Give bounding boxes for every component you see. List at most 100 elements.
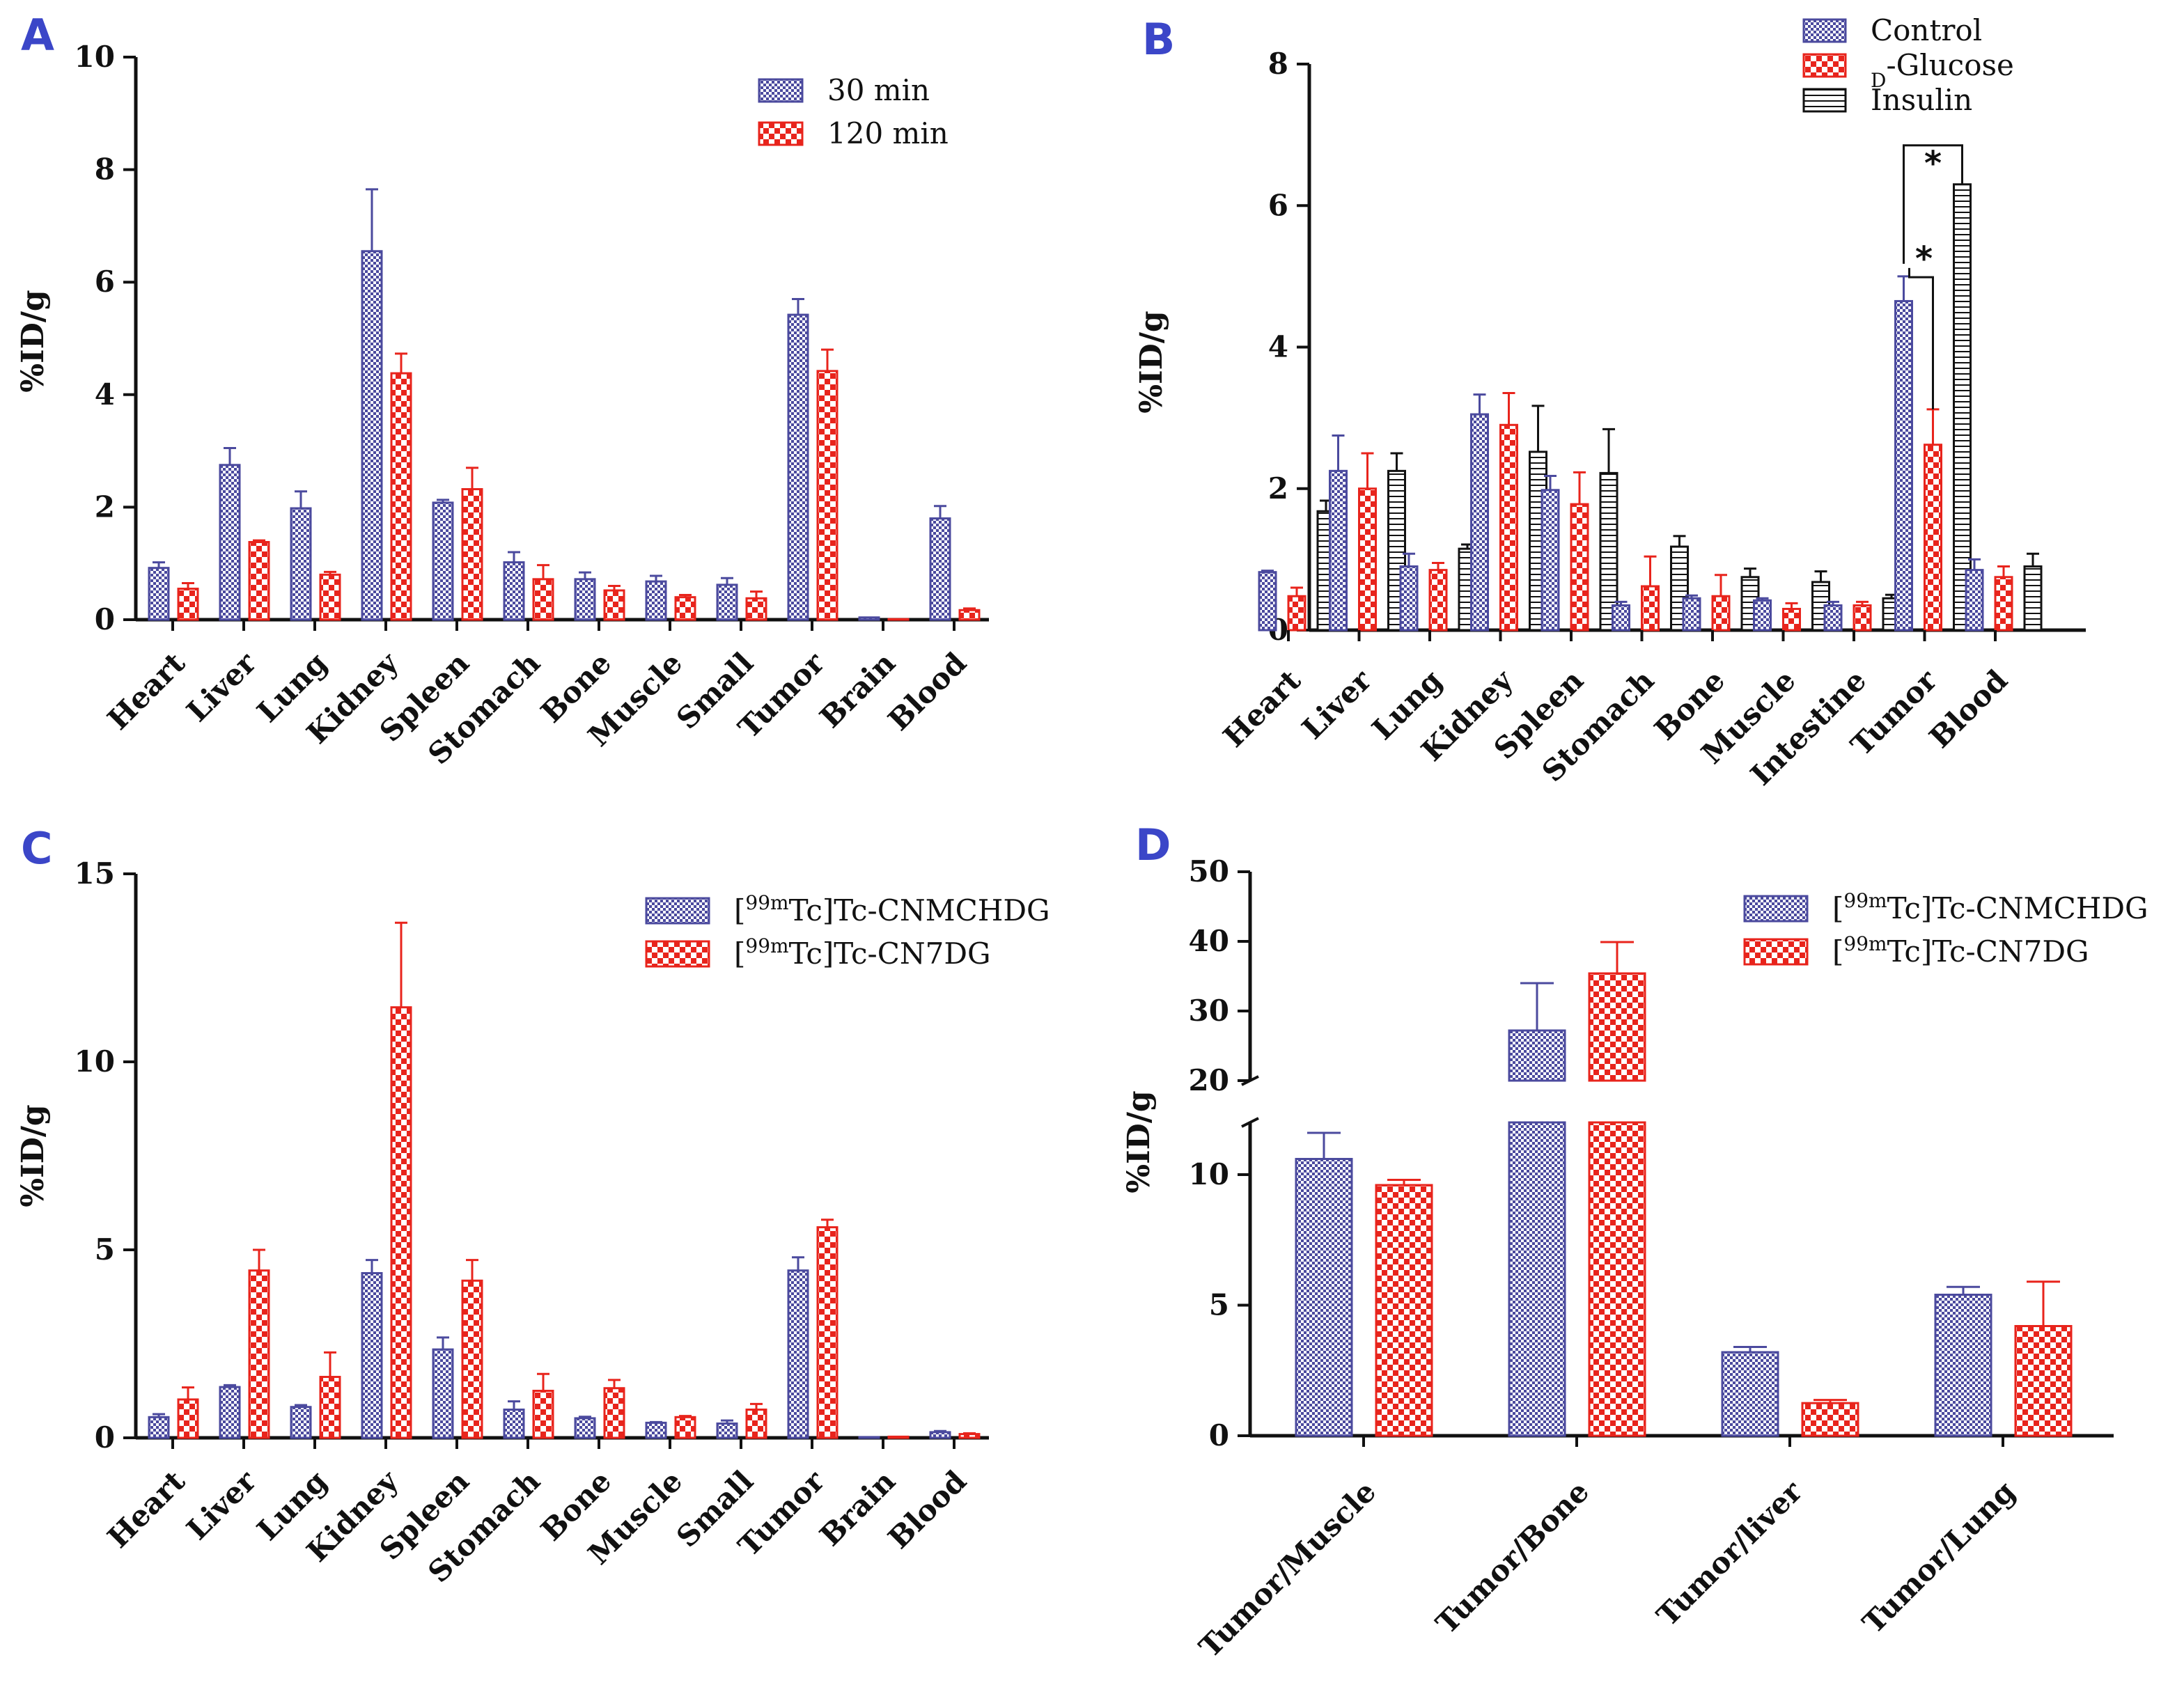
bar xyxy=(1994,576,2013,632)
bar xyxy=(858,1436,880,1439)
panel-label-a: A xyxy=(21,10,54,61)
category-label: Tumor/liver xyxy=(1650,1474,1809,1633)
bar xyxy=(319,573,341,621)
legend-label: [99mTc]Tc-CN7DG xyxy=(1832,932,2089,969)
y-tick-label: 10 xyxy=(75,40,115,74)
bar xyxy=(1358,487,1377,632)
legend-swatch xyxy=(1802,18,1847,43)
legend-label-sup: 99m xyxy=(745,891,788,914)
bar xyxy=(1470,413,1489,632)
bar xyxy=(1852,604,1872,632)
legend-label: D-Glucose xyxy=(1871,48,2014,92)
bar xyxy=(574,1417,596,1439)
charts-layer: 0246810%ID/gHeartLiverLungKidneySpleenSt… xyxy=(15,13,2148,1664)
bar xyxy=(816,1226,838,1439)
bar xyxy=(148,1416,170,1439)
legend-label: [99mTc]Tc-CNMCHDG xyxy=(734,891,1050,928)
y-axis-title: %ID/g xyxy=(15,1104,51,1207)
bar xyxy=(1588,972,1646,1082)
y-tick-label: 30 xyxy=(1189,994,1229,1028)
bar xyxy=(1329,469,1348,632)
bar xyxy=(1965,569,1984,632)
y-tick-label: 5 xyxy=(95,1232,115,1267)
bar xyxy=(716,1422,738,1439)
bar xyxy=(361,250,383,621)
y-tick-label: 0 xyxy=(95,1420,115,1455)
legend-label-prefix: [ xyxy=(734,936,745,971)
bar xyxy=(177,1398,199,1439)
bar xyxy=(461,488,483,621)
bar xyxy=(1540,489,1560,632)
bar xyxy=(1508,1121,1566,1437)
category-label: Liver xyxy=(180,1464,263,1546)
bar xyxy=(645,580,667,621)
category-label: Tumor/Muscle xyxy=(1192,1474,1382,1664)
bar xyxy=(716,583,738,621)
legend-label: [99mTc]Tc-CNMCHDG xyxy=(1832,889,2148,926)
bar xyxy=(1287,595,1306,632)
bar xyxy=(532,1390,554,1439)
legend-label: 120 min xyxy=(827,116,949,150)
bar xyxy=(929,1431,951,1439)
category-label: Blood xyxy=(882,1464,973,1555)
y-tick-label: 4 xyxy=(1268,330,1288,364)
chart-panel-d: 0 5 10 20 30 40 50 %ID/g Tumor/Muscle Tumor/Bone T… xyxy=(1121,854,2148,1664)
bar xyxy=(1295,1158,1353,1437)
bar xyxy=(219,1386,241,1439)
chart-panel-b: 02468%ID/gHeartLiverLungKidneySpleenStom… xyxy=(1134,13,2086,792)
bar xyxy=(1428,569,1448,632)
bar xyxy=(816,370,838,621)
bar xyxy=(745,597,767,621)
bar xyxy=(1721,1351,1779,1437)
bar xyxy=(887,618,910,621)
y-tick-label: 15 xyxy=(75,856,115,891)
y-tick-label: 20 xyxy=(1189,1063,1229,1097)
bar xyxy=(248,1269,270,1439)
bar xyxy=(361,1271,383,1439)
y-tick-label: 10 xyxy=(1189,1157,1229,1191)
bar xyxy=(390,1006,412,1439)
legend-swatch xyxy=(1802,53,1847,78)
bar xyxy=(432,501,454,621)
y-axis-title: %ID/g xyxy=(1134,311,1169,413)
bar xyxy=(1682,597,1701,632)
bar xyxy=(1753,599,1772,632)
bar xyxy=(958,609,981,621)
category-label: Heart xyxy=(1217,663,1308,754)
y-tick-label: 4 xyxy=(95,377,115,412)
legend-label-sup: 99m xyxy=(745,934,788,957)
bar xyxy=(858,616,880,621)
bar xyxy=(290,1406,312,1439)
bar xyxy=(1782,608,1801,632)
y-tick-label: 8 xyxy=(95,152,115,187)
category-label: Heart xyxy=(101,1464,192,1555)
bar xyxy=(290,507,312,621)
bar xyxy=(1258,571,1277,632)
bar xyxy=(603,589,625,621)
legend-swatch xyxy=(1743,938,1809,966)
bar xyxy=(219,464,241,621)
bar xyxy=(574,578,596,621)
significance-bracket xyxy=(1903,144,1963,264)
bar xyxy=(929,517,951,621)
panel-label-c: C xyxy=(21,823,53,874)
bar xyxy=(1894,299,1913,632)
panel-label-d: D xyxy=(1135,820,1171,870)
bar xyxy=(1508,1029,1566,1082)
category-label: Blood xyxy=(1923,663,2014,754)
bar xyxy=(1570,503,1589,632)
bar xyxy=(1934,1294,1992,1437)
bar xyxy=(532,578,554,621)
bar xyxy=(1953,183,1972,632)
y-tick-label: 6 xyxy=(95,265,115,299)
y-axis-title: %ID/g xyxy=(15,290,51,392)
significance-star: * xyxy=(1924,144,1942,183)
legend-label-suffix: -Glucose xyxy=(1886,48,2013,82)
bar xyxy=(503,561,525,621)
y-tick-label: 2 xyxy=(95,489,115,524)
bar xyxy=(645,1421,667,1439)
significance-bracket xyxy=(1908,267,1934,409)
bar xyxy=(1823,604,1843,632)
bar xyxy=(787,313,809,621)
bar xyxy=(1588,1121,1646,1437)
